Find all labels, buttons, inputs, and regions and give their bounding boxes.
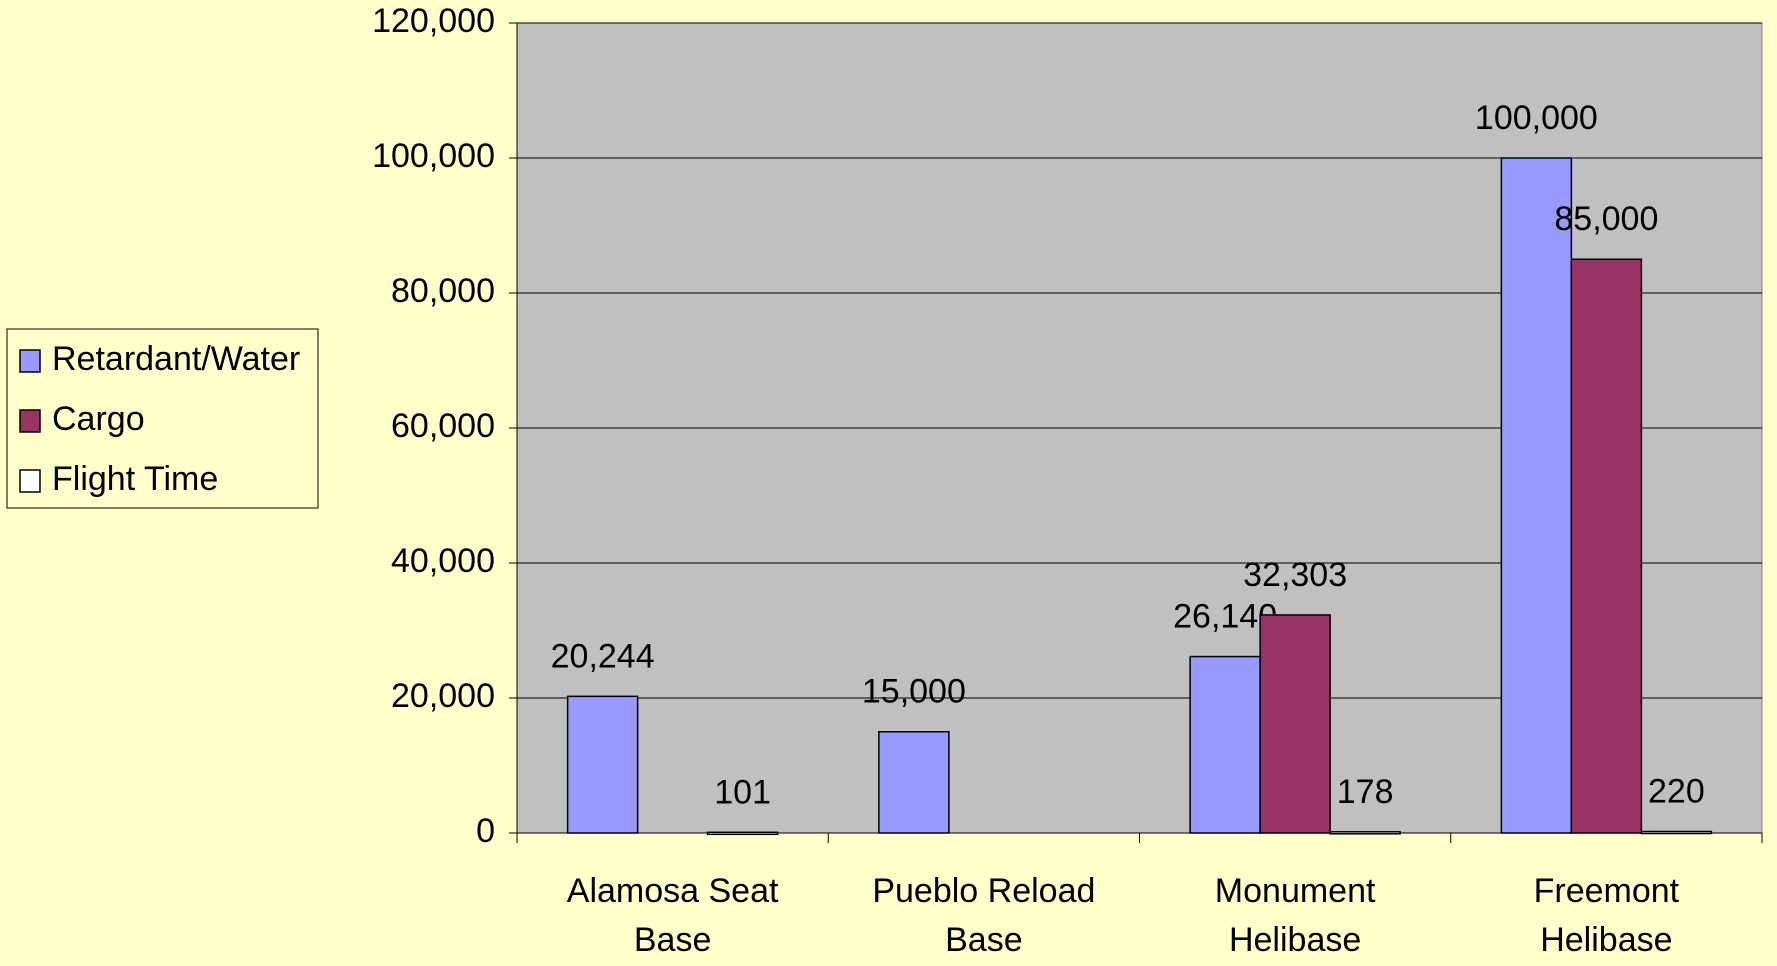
- bar: [1329, 831, 1401, 835]
- bar: [1500, 157, 1573, 834]
- legend-swatch: [19, 469, 41, 493]
- bar: [1259, 614, 1331, 834]
- y-tick-label: 40,000: [391, 542, 495, 580]
- x-tick-label: Alamosa Seat Base: [566, 872, 779, 959]
- legend-swatch: [19, 349, 41, 373]
- data-label: 20,244: [551, 637, 655, 675]
- legend-label: Retardant/Water: [52, 340, 300, 378]
- y-tick-label: 20,000: [391, 677, 495, 715]
- bar: [706, 831, 779, 836]
- data-label: 85,000: [1554, 200, 1658, 238]
- x-tick-label: Pueblo Reload Base: [872, 872, 1096, 959]
- bar: [1640, 830, 1713, 835]
- legend-box: [6, 328, 319, 509]
- legend-label: Flight Time: [52, 460, 218, 498]
- data-label: 15,000: [862, 673, 966, 711]
- legend-swatch: [19, 409, 41, 433]
- x-tick-label: Freemont Helibase: [1533, 872, 1680, 959]
- y-tick-label: 0: [476, 812, 495, 850]
- data-label: 32,303: [1243, 556, 1347, 594]
- data-label: 100,000: [1475, 99, 1598, 137]
- bar: [1189, 655, 1261, 834]
- data-label: 101: [714, 773, 771, 811]
- bar: [566, 695, 639, 834]
- bar: [878, 731, 950, 834]
- legend-label: Cargo: [52, 400, 145, 438]
- y-tick-label: 120,000: [372, 2, 495, 40]
- bar: [1570, 258, 1643, 834]
- data-label: 220: [1648, 772, 1705, 810]
- data-label: 178: [1337, 773, 1394, 811]
- x-tick-label: Monument Helibase: [1214, 872, 1376, 959]
- y-tick-label: 80,000: [391, 272, 495, 310]
- y-tick-label: 60,000: [391, 407, 495, 445]
- y-tick-label: 100,000: [372, 137, 495, 175]
